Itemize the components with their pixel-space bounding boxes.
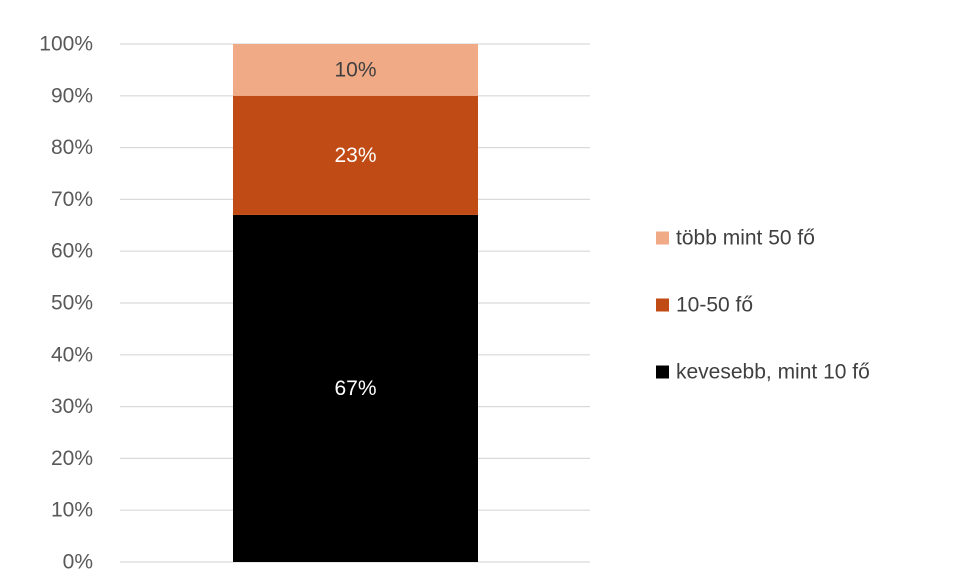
data-labels: 67% 23% 10% (334, 58, 376, 400)
y-tick-label: 90% (51, 84, 93, 107)
y-tick-label: 0% (63, 551, 93, 574)
y-tick-label: 80% (51, 136, 93, 159)
legend-swatch (656, 231, 669, 245)
y-tick-label: 70% (51, 188, 93, 211)
bar-segment (233, 214, 478, 562)
bar-segment (233, 44, 478, 96)
data-label: 67% (334, 377, 376, 400)
data-label: 23% (334, 144, 376, 167)
bar-segment (233, 95, 478, 215)
y-tick-label: 50% (51, 292, 93, 315)
y-tick-label: 100% (39, 33, 93, 56)
data-label: 10% (334, 58, 376, 81)
legend-label: több mint 50 fő (676, 227, 815, 250)
legend-swatch (656, 298, 669, 312)
legend-label: kevesebb, mint 10 fő (676, 361, 870, 384)
y-tick-label: 60% (51, 240, 93, 263)
y-tick-label: 10% (51, 499, 93, 522)
y-tick-label: 20% (51, 447, 93, 470)
y-axis-tick-labels: 0% 10% 20% 30% 40% 50% 60% 70% 80% 90% 100% (39, 33, 93, 574)
legend-label: 10-50 fő (676, 294, 753, 317)
legend: több mint 50 fő 10-50 fő kevesebb, mint 10… (656, 227, 870, 384)
y-tick-label: 40% (51, 343, 93, 366)
bar-segments (233, 44, 478, 562)
legend-swatch (656, 365, 669, 379)
y-tick-label: 30% (51, 395, 93, 418)
